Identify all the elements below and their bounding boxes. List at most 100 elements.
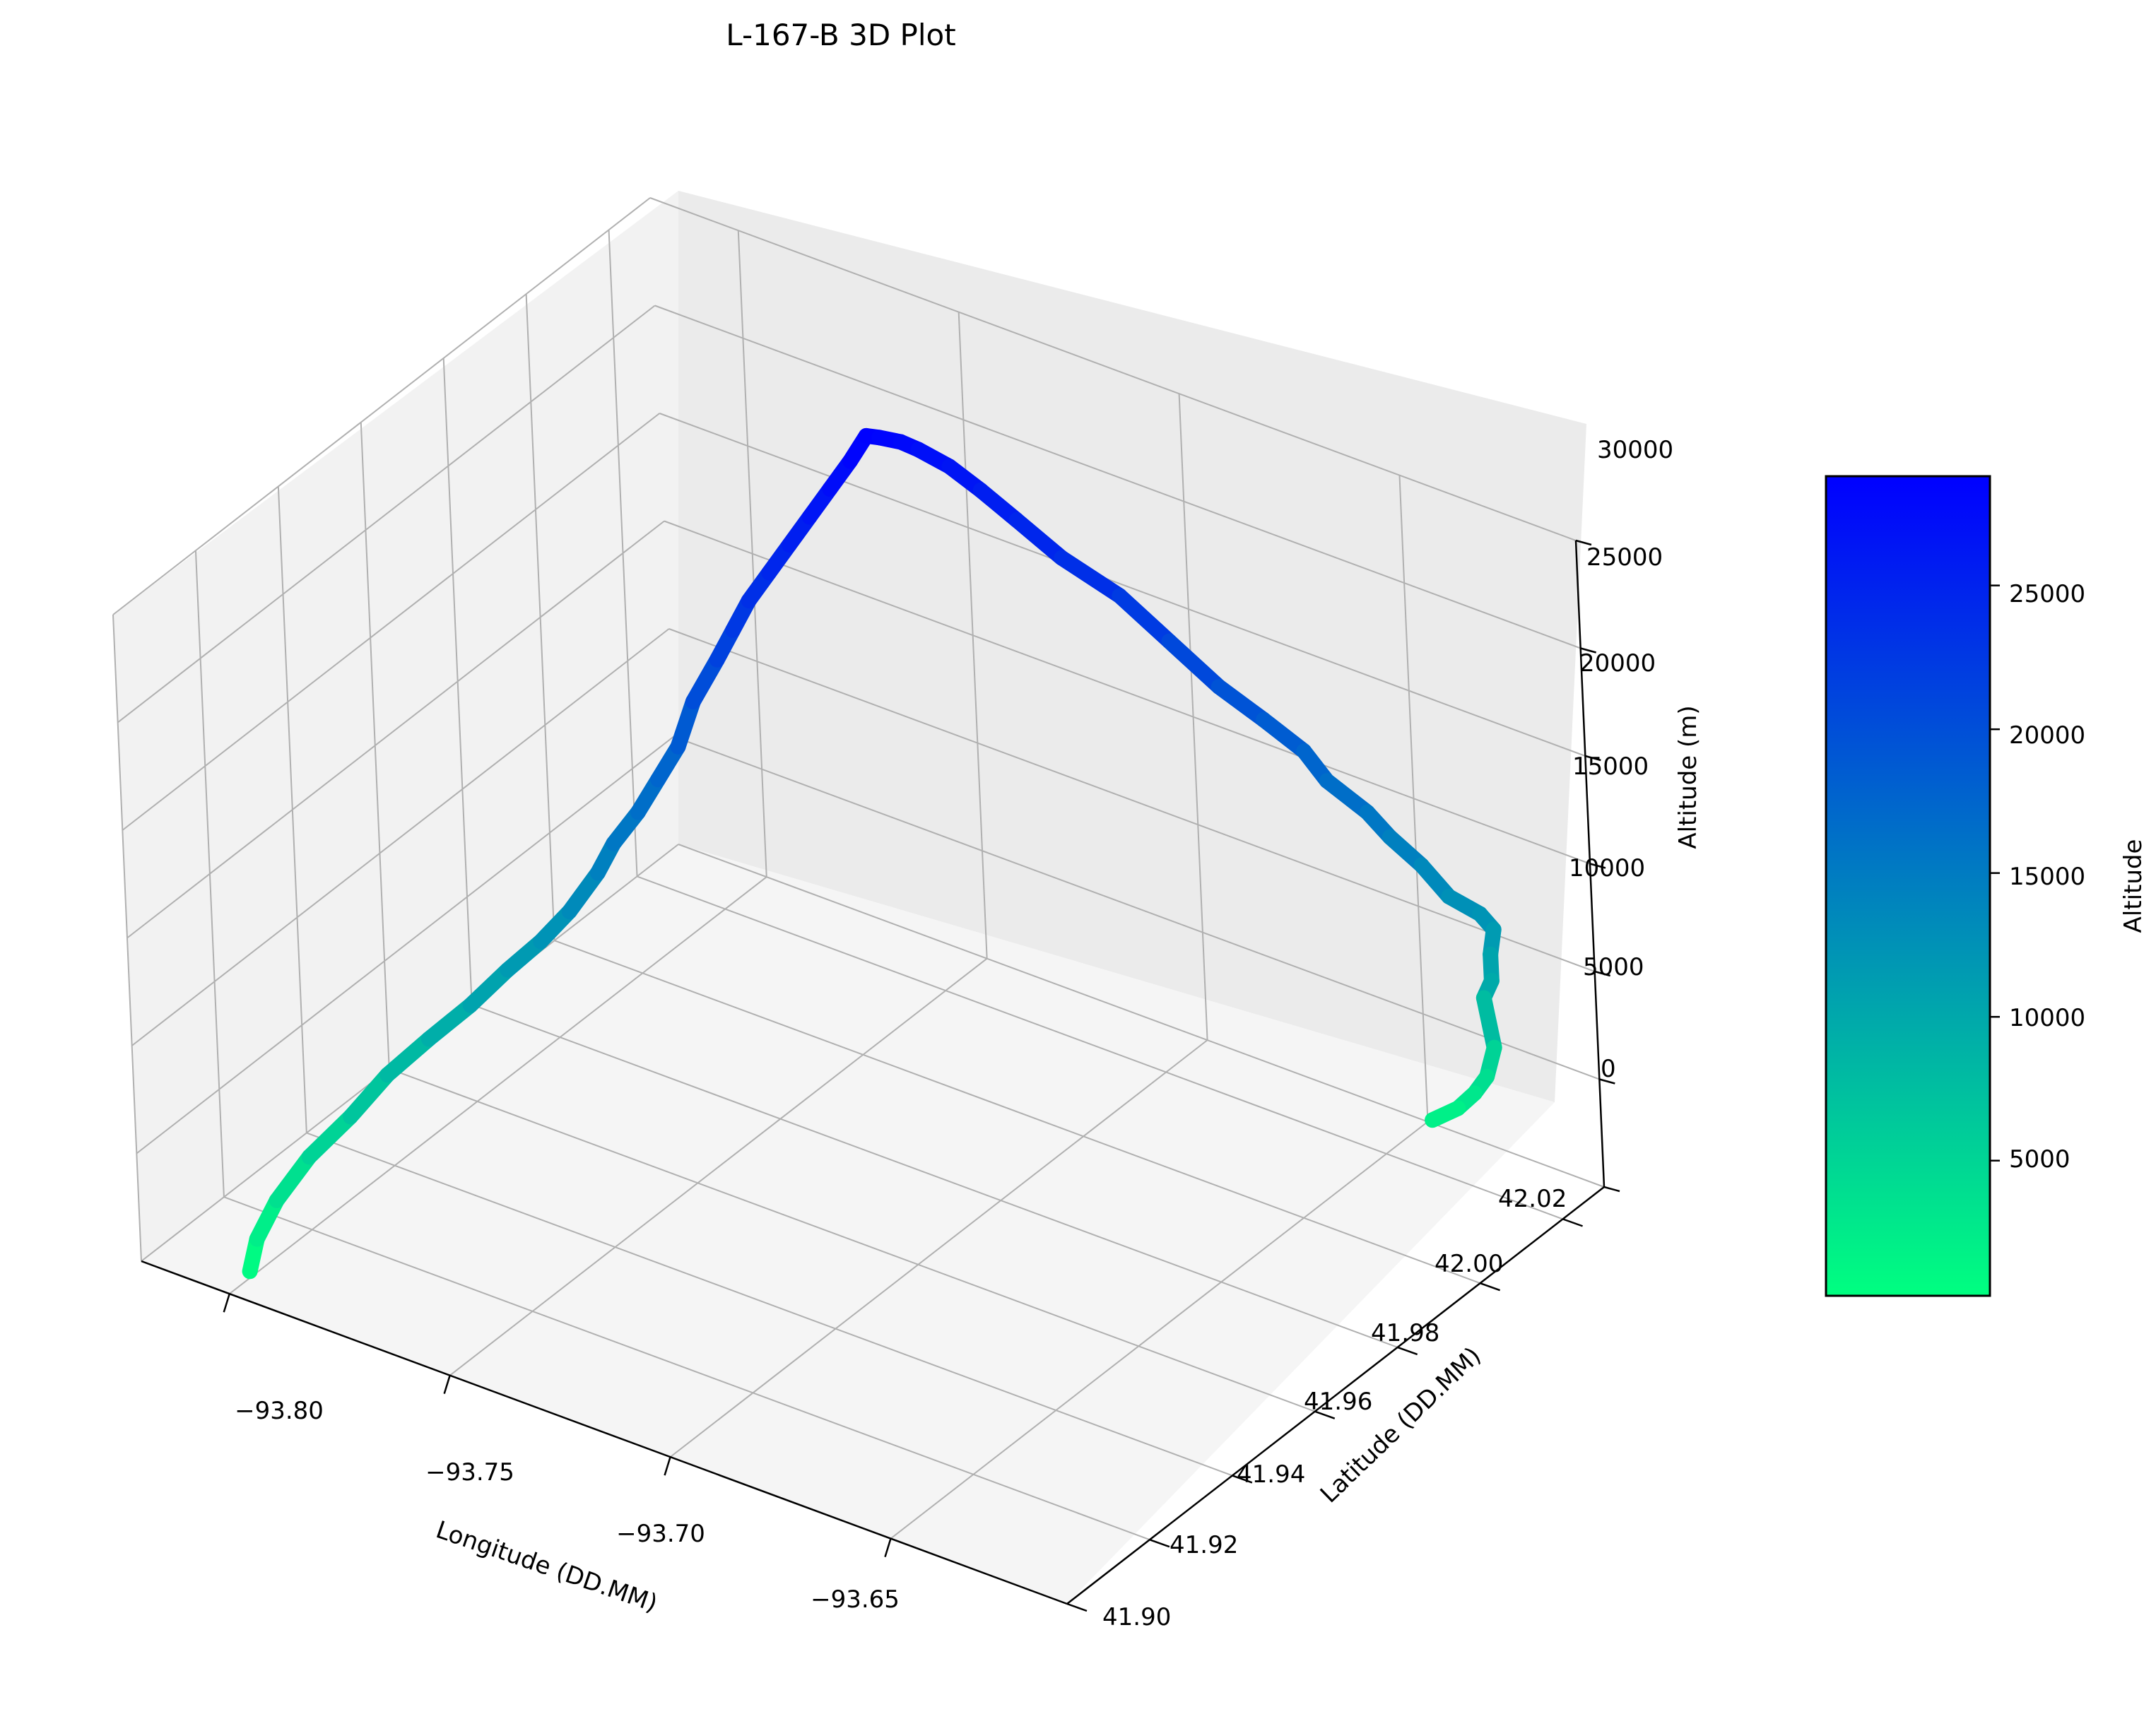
y-tick-label: 41.94 bbox=[1237, 1460, 1305, 1489]
grid-line bbox=[664, 520, 1591, 865]
z-tick-mark bbox=[1585, 755, 1601, 762]
z-axis-label: Altitude (m) bbox=[1674, 705, 1702, 849]
pane-back bbox=[678, 191, 1586, 1102]
x-tick-label: −93.80 bbox=[235, 1397, 324, 1425]
z-tick-mark bbox=[1589, 863, 1606, 869]
y-tick-mark bbox=[1480, 1282, 1501, 1292]
grid-lines bbox=[112, 197, 1605, 1605]
trajectory-segment bbox=[1112, 588, 1177, 649]
x-tick-label: −93.65 bbox=[811, 1585, 900, 1614]
trajectory-segment bbox=[379, 1031, 437, 1083]
z-tick-labels: 0 5000 10000 15000 20000 25000 30000 bbox=[1569, 436, 1673, 1083]
y-tick-mark bbox=[1562, 1218, 1583, 1227]
grid-line bbox=[890, 1121, 1429, 1540]
grid-line bbox=[659, 413, 1586, 757]
z-tick-label: 5000 bbox=[1583, 953, 1644, 981]
grid-line bbox=[449, 957, 988, 1376]
grid-line bbox=[223, 1196, 1150, 1541]
y-axis-line bbox=[1066, 1186, 1605, 1605]
z-tick-mark bbox=[1603, 1186, 1620, 1193]
y-tick-labels: 41.90 41.92 41.94 41.96 41.98 42.00 42.0… bbox=[1102, 1185, 1567, 1631]
grid-line bbox=[117, 305, 656, 723]
chart-title: L-167-B 3D Plot bbox=[726, 18, 955, 52]
z-tick-label: 15000 bbox=[1572, 752, 1649, 781]
colorbar-tick-label: 10000 bbox=[2009, 1004, 2085, 1032]
grid-line bbox=[637, 875, 1563, 1220]
y-tick-label: 42.02 bbox=[1498, 1185, 1567, 1213]
z-tick-label: 20000 bbox=[1579, 649, 1656, 678]
y-tick-label: 42.00 bbox=[1435, 1250, 1503, 1278]
trajectory-segment bbox=[343, 1067, 396, 1125]
grid-line bbox=[654, 305, 1581, 649]
y-tick-mark bbox=[1397, 1346, 1418, 1356]
trajectory-segment bbox=[1475, 990, 1502, 1056]
y-tick-label: 41.92 bbox=[1170, 1531, 1238, 1559]
x-tick-label: −93.75 bbox=[425, 1458, 514, 1487]
z-tick-label: 25000 bbox=[1586, 543, 1663, 572]
y-tick-label: 41.98 bbox=[1371, 1319, 1439, 1347]
x-axis-line bbox=[141, 1260, 1068, 1605]
trajectory-segment bbox=[670, 693, 701, 755]
flight-trajectory bbox=[242, 427, 1502, 1280]
colorbar-tick-label: 25000 bbox=[2009, 580, 2085, 608]
trajectory-segment bbox=[1161, 633, 1227, 695]
pane-floor bbox=[141, 844, 1555, 1604]
y-tick-mark bbox=[1232, 1475, 1253, 1484]
z-tick-mark bbox=[1580, 647, 1596, 654]
trajectory-segment bbox=[1210, 678, 1272, 728]
grid-line bbox=[649, 197, 1577, 541]
grid-line bbox=[131, 628, 670, 1046]
y-tick-mark bbox=[1066, 1602, 1088, 1612]
grid-line bbox=[126, 520, 665, 939]
x-tick-mark bbox=[884, 1538, 892, 1557]
y-tick-label: 41.96 bbox=[1304, 1388, 1372, 1416]
y-axis-label: Latitude (DD.MM) bbox=[1315, 1342, 1487, 1509]
grid-line bbox=[554, 940, 1480, 1284]
colorbar-label: Altitude bbox=[2119, 839, 2148, 933]
z-tick-label: 10000 bbox=[1569, 854, 1645, 882]
colorbar-tick-label: 5000 bbox=[2009, 1145, 2070, 1174]
grid-line bbox=[669, 1039, 1208, 1458]
z-tick-mark bbox=[1575, 539, 1592, 546]
x-tick-mark bbox=[443, 1375, 451, 1395]
z-tick-label: 30000 bbox=[1597, 436, 1673, 464]
trajectory-segment bbox=[685, 651, 725, 709]
grid-line bbox=[668, 628, 1596, 972]
y-tick-label: 41.90 bbox=[1102, 1603, 1171, 1631]
colorbar-gradient bbox=[1825, 475, 1991, 1297]
tick-marks bbox=[223, 539, 1620, 1612]
z-tick-mark bbox=[1594, 970, 1610, 977]
grid-line bbox=[306, 1132, 1233, 1477]
colorbar: 5000 10000 15000 20000 25000 Altitude bbox=[1825, 475, 2148, 1297]
grid-line bbox=[673, 736, 1600, 1080]
trajectory-segment bbox=[1008, 512, 1070, 566]
grid-line bbox=[122, 413, 660, 831]
x-tick-mark bbox=[664, 1456, 671, 1476]
grid-line bbox=[471, 1003, 1398, 1348]
x-tick-mark bbox=[223, 1293, 230, 1313]
colorbar-tick-label: 20000 bbox=[2009, 721, 2085, 750]
z-tick-label: 0 bbox=[1601, 1055, 1616, 1083]
grid-line bbox=[136, 736, 674, 1154]
trajectory-segment bbox=[972, 482, 1025, 528]
trajectory-segment bbox=[462, 962, 516, 1013]
colorbar-tick-labels: 5000 10000 15000 20000 25000 bbox=[2009, 580, 2085, 1174]
colorbar-tick-label: 15000 bbox=[2009, 863, 2085, 891]
y-tick-mark bbox=[1149, 1539, 1170, 1548]
trajectory-segment bbox=[420, 997, 478, 1047]
trajectory-segment bbox=[269, 1149, 317, 1208]
trajectory-segment bbox=[1425, 1100, 1466, 1128]
colorbar-ticks bbox=[1990, 584, 2000, 1162]
trajectory-segment bbox=[1319, 773, 1375, 820]
grid-line bbox=[389, 1068, 1316, 1412]
pane-left bbox=[113, 191, 678, 1261]
x-tick-label: −93.70 bbox=[616, 1520, 705, 1548]
y-tick-mark bbox=[1314, 1410, 1336, 1419]
trajectory-segment bbox=[301, 1109, 359, 1165]
grid-line bbox=[229, 876, 767, 1294]
z-tick-mark bbox=[1599, 1078, 1615, 1085]
x-tick-labels: −93.80 −93.75 −93.70 −93.65 bbox=[235, 1397, 900, 1614]
trajectory-segment bbox=[561, 865, 606, 920]
grid-line bbox=[678, 844, 1605, 1188]
